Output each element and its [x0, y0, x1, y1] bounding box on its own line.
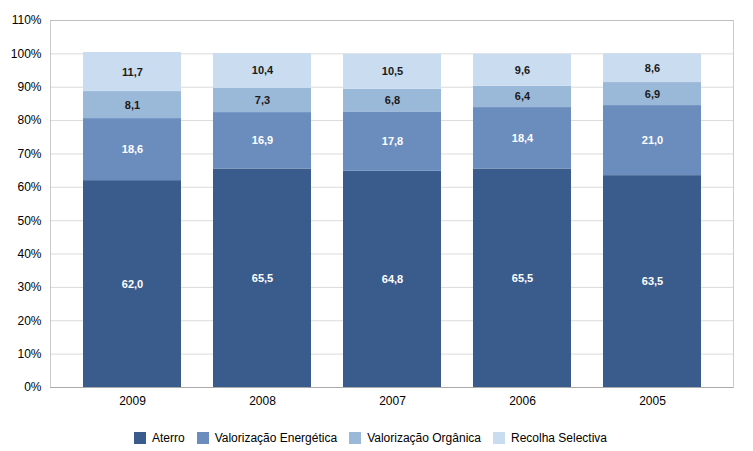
svg-text:18,4: 18,4 [512, 132, 534, 144]
html-text:Recolha Selectiva: Recolha Selectiva [511, 430, 607, 445]
svg-text:62,0: 62,0 [122, 278, 143, 290]
svg-text:80%: 80% [17, 113, 41, 127]
html-text:Valorização Orgânica: Valorização Orgânica [367, 430, 481, 445]
svg-text:20%: 20% [17, 314, 41, 328]
svg-text:6,9: 6,9 [645, 88, 660, 100]
svg-text:16,9: 16,9 [252, 134, 273, 146]
svg-text:21,0: 21,0 [642, 134, 663, 146]
svg-text:11,7: 11,7 [122, 66, 143, 78]
svg-text:0%: 0% [24, 380, 42, 394]
html-text:Valorização Energética: Valorização Energética [214, 430, 338, 445]
svg-text:2005: 2005 [639, 394, 666, 408]
svg-text:50%: 50% [17, 214, 41, 228]
svg-text:30%: 30% [17, 280, 41, 294]
svg-text:10%: 10% [17, 347, 41, 361]
svg-text:40%: 40% [17, 247, 41, 261]
svg-text:7,3: 7,3 [255, 94, 270, 106]
svg-text:64,8: 64,8 [382, 273, 403, 285]
svg-text:90%: 90% [17, 80, 41, 94]
svg-text:6,4: 6,4 [515, 90, 531, 102]
svg-text:65,5: 65,5 [512, 272, 533, 284]
svg-text:100%: 100% [11, 47, 42, 61]
svg-text:70%: 70% [17, 147, 41, 161]
svg-text:18,6: 18,6 [122, 143, 143, 155]
svg-text:8,6: 8,6 [645, 62, 660, 74]
svg-text:110%: 110% [12, 13, 42, 27]
svg-text:10,4: 10,4 [252, 64, 274, 76]
svg-text:2008: 2008 [249, 394, 276, 408]
html-text:Aterro: Aterro [151, 430, 185, 445]
svg-text:9,6: 9,6 [515, 64, 530, 76]
svg-text:60%: 60% [17, 180, 41, 194]
svg-text:2009: 2009 [119, 394, 146, 408]
svg-text:17,8: 17,8 [382, 135, 403, 147]
svg-text:8,1: 8,1 [125, 99, 140, 111]
svg-text:65,5: 65,5 [252, 272, 273, 284]
svg-text:2006: 2006 [509, 394, 536, 408]
svg-text:6,8: 6,8 [385, 94, 400, 106]
svg-text:63,5: 63,5 [642, 275, 663, 287]
svg-text:10,5: 10,5 [382, 65, 403, 77]
svg-text:2007: 2007 [379, 394, 406, 408]
